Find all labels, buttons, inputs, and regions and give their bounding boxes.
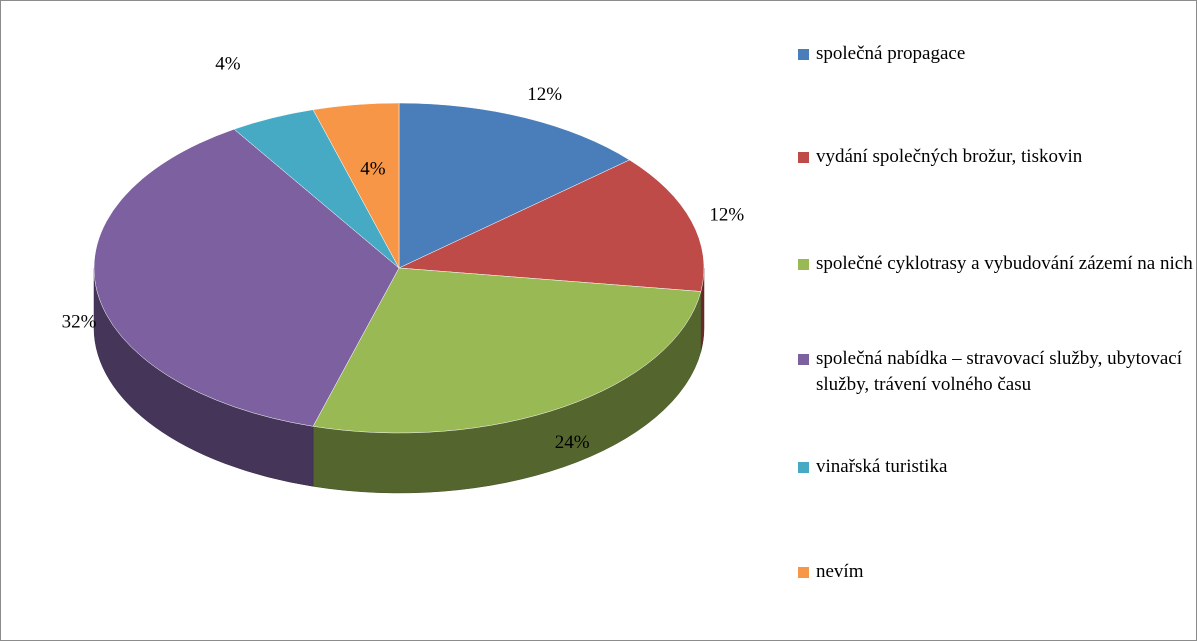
legend-swatch bbox=[798, 354, 809, 365]
legend-label: společné cyklotrasy a vybudování zázemí … bbox=[816, 253, 1193, 274]
legend-item: společná propagace bbox=[798, 41, 1197, 67]
legend-item: nevím bbox=[798, 559, 1197, 585]
legend-item: vinařská turistika bbox=[798, 454, 1197, 480]
legend-swatch bbox=[798, 462, 809, 473]
slice bbox=[312, 267, 702, 434]
legend-swatch bbox=[798, 567, 809, 578]
legend-label: vinařská turistika bbox=[816, 456, 948, 477]
legend-label: společná nabídka – stravovací služby, ub… bbox=[816, 348, 1182, 395]
slice bbox=[93, 128, 400, 427]
legend-label: nevím bbox=[816, 561, 864, 582]
data-label: 4% bbox=[360, 158, 386, 179]
legend-swatch bbox=[798, 152, 809, 163]
legend-item: vydání společných brožur, tiskovin bbox=[798, 144, 1197, 170]
slice bbox=[398, 102, 631, 269]
slice bbox=[398, 159, 705, 292]
pie-chart: 12% 12% 24% 32% 4% 4% bbox=[62, 54, 744, 494]
legend-label: společná propagace bbox=[816, 43, 966, 64]
legend-item: společná nabídka – stravovací služby, ub… bbox=[798, 346, 1197, 398]
data-label: 4% bbox=[215, 54, 241, 75]
legend-item: společné cyklotrasy a vybudování zázemí … bbox=[798, 251, 1197, 277]
data-label: 12% bbox=[527, 84, 562, 105]
legend-label: vydání společných brožur, tiskovin bbox=[816, 146, 1083, 167]
data-label: 32% bbox=[62, 311, 97, 332]
slice bbox=[312, 102, 400, 269]
legend-swatch bbox=[798, 259, 809, 270]
legend-swatch bbox=[798, 49, 809, 60]
data-label: 24% bbox=[555, 432, 590, 453]
data-label: 12% bbox=[709, 204, 744, 225]
